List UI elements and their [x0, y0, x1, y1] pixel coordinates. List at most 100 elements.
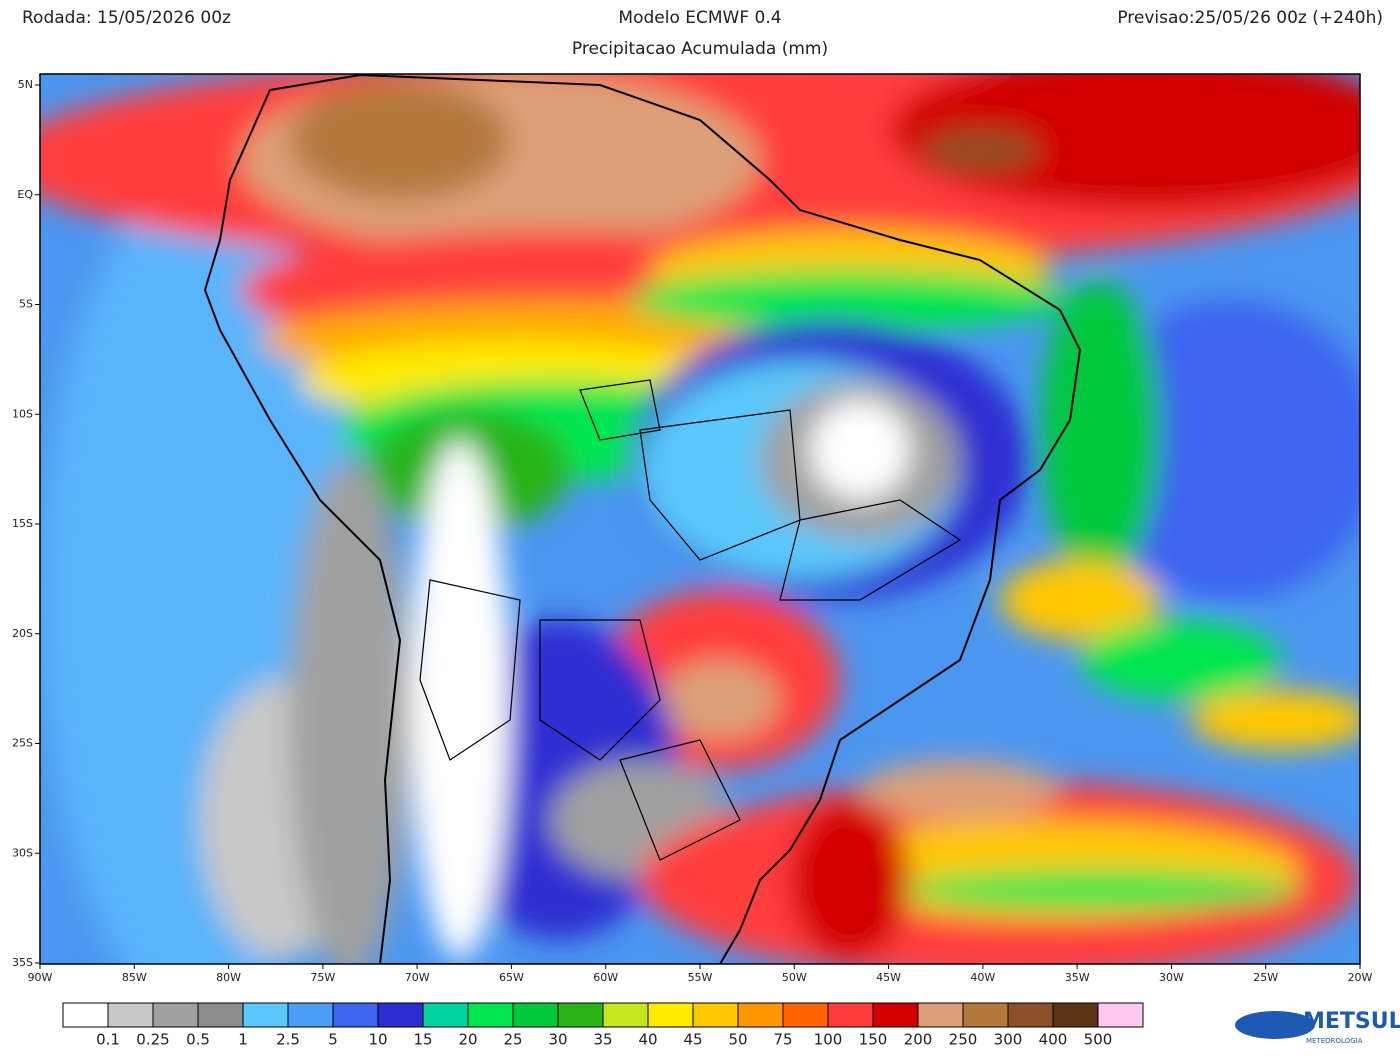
lon-label: 55W [688, 971, 713, 984]
level-label: 100 [814, 1031, 843, 1049]
field-blob [1040, 280, 1160, 580]
lon-label: 20W [1348, 971, 1373, 984]
color-swatch [62, 1002, 109, 1028]
level-label: 10 [368, 1031, 387, 1049]
field-blob [290, 460, 410, 964]
color-swatch [1007, 1002, 1054, 1028]
level-label: 15 [413, 1031, 432, 1049]
color-swatch [917, 1002, 964, 1028]
run-time: Rodada: 15/05/2026 00z [22, 8, 231, 28]
level-label: 30 [548, 1031, 567, 1049]
logo: METSUL METEOROLOGIA [1235, 1009, 1400, 1045]
level-label: 20 [458, 1031, 477, 1049]
lat-label: 35S [12, 956, 33, 969]
field-blob [900, 870, 1300, 910]
subtitle: Precipitacao Acumulada (mm) [572, 39, 828, 59]
color-swatch [602, 1002, 649, 1028]
lat-label: 5S [19, 298, 33, 311]
level-label: 45 [683, 1031, 702, 1049]
color-swatch [422, 1002, 469, 1028]
level-label: 75 [773, 1031, 792, 1049]
forecast-time: Previsao:25/05/26 00z (+240h) [1117, 8, 1383, 28]
level-label: 1 [238, 1031, 248, 1049]
field-blobs [40, 74, 1360, 964]
lat-label: 5N [18, 78, 33, 91]
lon-label: 60W [593, 971, 618, 984]
level-label: 0.5 [186, 1031, 210, 1049]
color-swatch [827, 1002, 874, 1028]
color-swatch [647, 1002, 694, 1028]
lat-label: 15S [12, 517, 33, 530]
level-label: 0.25 [136, 1031, 169, 1049]
color-swatch [1052, 1002, 1099, 1028]
level-label: 200 [904, 1031, 933, 1049]
lon-label: 25W [1253, 971, 1278, 984]
borders [419, 379, 962, 861]
lon-label: 85W [122, 971, 147, 984]
lat-label: 20S [12, 627, 33, 640]
level-label: 500 [1084, 1031, 1113, 1049]
lon-label: 70W [405, 971, 430, 984]
level-label: 400 [1039, 1031, 1068, 1049]
color-swatch [287, 1002, 334, 1028]
logo-name: METSUL [1303, 1009, 1400, 1034]
color-swatch [152, 1002, 199, 1028]
color-swatch [692, 1002, 739, 1028]
color-swatch [1097, 1002, 1144, 1028]
level-label: 40 [638, 1031, 657, 1049]
field-blob [630, 270, 1070, 330]
level-label: 50 [728, 1031, 747, 1049]
field-blob [810, 400, 910, 500]
level-label: 0.1 [96, 1031, 120, 1049]
level-label: 25 [503, 1031, 522, 1049]
lat-label: 30S [12, 846, 33, 859]
level-label: 35 [593, 1031, 612, 1049]
level-label: 300 [994, 1031, 1023, 1049]
level-label: 2.5 [276, 1031, 300, 1049]
field-blob [860, 760, 1060, 820]
field-blob [290, 80, 510, 200]
level-label: 150 [859, 1031, 888, 1049]
lon-label: 30W [1159, 971, 1184, 984]
field-blob [920, 130, 1040, 170]
field-blob [1000, 560, 1160, 640]
coastline [203, 74, 1082, 964]
color-swatch [467, 1002, 514, 1028]
lon-label: 40W [970, 971, 995, 984]
field-blob [790, 800, 910, 960]
field-blob [890, 74, 1360, 210]
color-swatch [512, 1002, 559, 1028]
color-swatch [557, 1002, 604, 1028]
field-blob [1080, 620, 1280, 700]
model-name: Modelo ECMWF 0.4 [618, 8, 781, 28]
field-blob [660, 660, 780, 740]
level-label: 5 [328, 1031, 338, 1049]
lon-label: 45W [876, 971, 901, 984]
level-label: 250 [949, 1031, 978, 1049]
color-swatch [377, 1002, 424, 1028]
logo-globe [1235, 1011, 1315, 1039]
color-swatch [737, 1002, 784, 1028]
lat-label: 25S [12, 737, 33, 750]
lon-label: 35W [1065, 971, 1090, 984]
color-swatch [197, 1002, 244, 1028]
lon-label: 80W [216, 971, 241, 984]
lon-label: 90W [28, 971, 53, 984]
color-swatch [782, 1002, 829, 1028]
lat-label: 10S [12, 407, 33, 420]
field-blob [410, 440, 510, 960]
color-swatch [107, 1002, 154, 1028]
lat-label: EQ [17, 188, 33, 201]
logo-tagline: METEOROLOGIA [1306, 1037, 1363, 1045]
color-swatch [962, 1002, 1009, 1028]
field-blob [1190, 690, 1360, 750]
precip-field [40, 74, 1360, 964]
lon-label: 65W [499, 971, 524, 984]
lon-label: 50W [782, 971, 807, 984]
color-swatch [242, 1002, 289, 1028]
lon-label: 75W [310, 971, 335, 984]
color-swatch [332, 1002, 379, 1028]
color-swatch [872, 1002, 919, 1028]
